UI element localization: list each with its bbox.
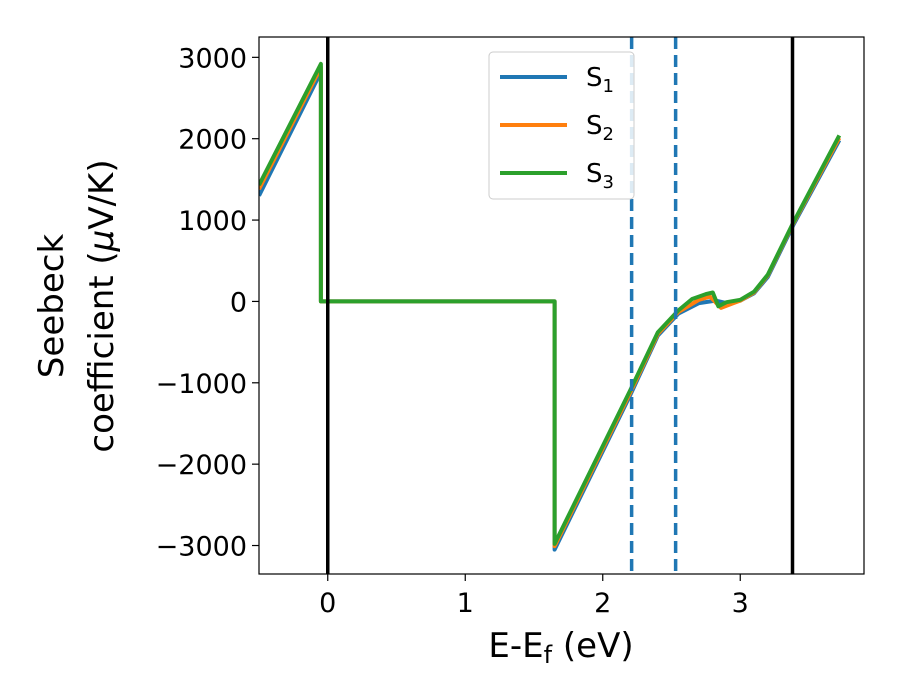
y-tick-label: 3000 (178, 43, 247, 74)
legend-label-s3: S3 (586, 159, 614, 193)
y-axis-title-line1: Seebeck (32, 234, 72, 379)
y-axis: 3000 2000 1000 0 −1000 −2000 −3000 (156, 43, 259, 563)
x-tick-label: 1 (457, 588, 474, 619)
x-tick-label: 3 (732, 588, 749, 619)
series-line-s3 (259, 61, 842, 546)
y-tick-label: 2000 (178, 125, 247, 156)
y-axis-title-line2: coefficient (μV/K) (82, 159, 122, 452)
y-tick-label: −3000 (156, 532, 247, 563)
x-tick-label: 0 (319, 588, 336, 619)
x-axis-title: E-Ef (eV) (488, 626, 633, 669)
x-tick-label: 2 (594, 588, 611, 619)
legend-label-s2: S2 (586, 111, 614, 145)
y-tick-label: −2000 (156, 450, 247, 481)
y-tick-label: 1000 (178, 206, 247, 237)
y-tick-label: 0 (230, 287, 247, 318)
legend-label-s1: S1 (586, 63, 614, 97)
y-tick-label: −1000 (156, 369, 247, 400)
plot-frame (258, 36, 865, 575)
plot-area (259, 37, 842, 574)
legend: S1 S2 S3 (488, 51, 635, 200)
x-axis: 0 1 2 3 (319, 574, 749, 619)
